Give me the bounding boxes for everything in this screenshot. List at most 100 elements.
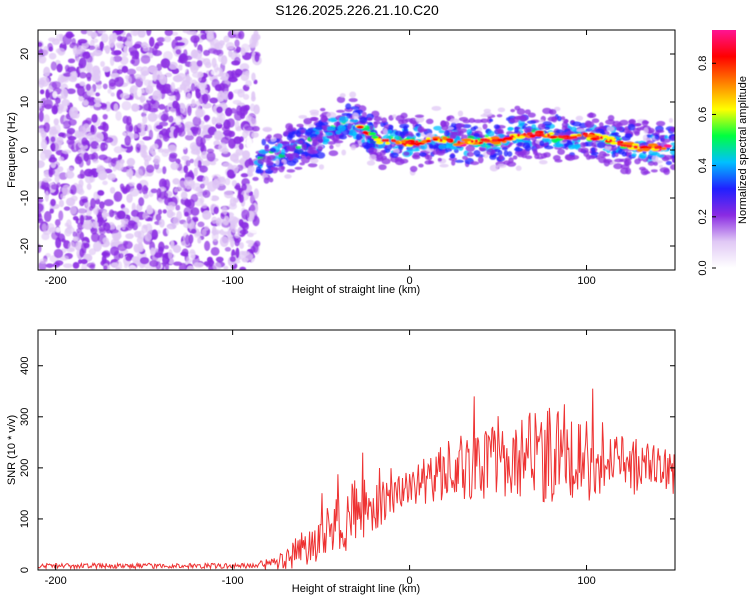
spectrogram-noise-cell — [166, 223, 177, 230]
spectrogram-noise-cell — [244, 252, 254, 261]
spectrogram-noise-cell — [42, 45, 49, 57]
spectrogram-signal-cell — [417, 126, 425, 133]
spectrogram-noise-cell — [108, 38, 115, 48]
spectrogram-noise-cell — [85, 83, 91, 91]
spectrogram-noise-cell — [193, 167, 198, 177]
spectrogram-noise-cell — [101, 251, 109, 256]
spectrogram-noise-cell — [82, 123, 91, 133]
spectrogram-signal-cell — [320, 121, 329, 126]
spectrogram-signal-cell — [320, 115, 328, 123]
spectrogram-noise-cell — [97, 189, 105, 196]
spectrogram-signal-cell — [373, 121, 378, 129]
spectrogram-noise-cell — [40, 76, 50, 87]
spectrogram-peak-cell — [610, 141, 618, 145]
spectrogram-noise-cell — [78, 72, 87, 79]
spectrogram-max-cell — [405, 140, 409, 145]
spectrogram-signal-cell — [670, 126, 675, 131]
spectrogram-signal-cell — [449, 153, 456, 159]
spectrogram-noise-cell — [246, 137, 253, 149]
spectrogram-noise-cell — [190, 35, 200, 44]
spectrogram-noise-cell — [54, 260, 64, 266]
spectrogram-signal-cell — [544, 126, 551, 130]
spectrogram-noise-cell — [211, 230, 220, 235]
spectrogram-noise-cell — [131, 209, 140, 218]
spectrogram-noise-cell — [51, 81, 62, 89]
spectrogram-noise-cell — [86, 183, 92, 190]
spectrogram-noise-cell — [183, 179, 189, 187]
spectrogram-peak-cell — [460, 138, 472, 142]
spectrogram-noise-cell — [52, 91, 58, 99]
spectrogram-peak-cell — [490, 136, 500, 140]
spectrogram-noise-cell — [100, 61, 105, 68]
spectrogram-signal-cell — [473, 150, 481, 157]
spectrogram-signal-cell — [642, 120, 650, 124]
spectrogram-signal-cell — [596, 141, 606, 149]
spectrogram-signal-cell — [574, 143, 581, 147]
spectrogram-noise-cell — [142, 184, 148, 195]
spectrogram-noise-cell — [98, 226, 106, 232]
spectrogram-noise-cell — [97, 125, 106, 130]
spectrogram-noise-cell — [199, 89, 209, 95]
spectrogram-noise-cell — [107, 88, 112, 94]
spectrogram-noise-cell — [127, 264, 137, 270]
spectrogram-noise-cell — [194, 231, 203, 237]
spectrogram-noise-cell — [147, 112, 158, 122]
spectrogram-signal-cell — [362, 111, 367, 118]
spectrogram-max-cell — [491, 138, 495, 142]
spectrogram-noise-cell — [94, 132, 104, 143]
spectrogram-noise-cell — [58, 210, 64, 221]
spectrogram-signal-cell — [347, 123, 352, 130]
spectrogram-noise-cell — [151, 229, 159, 240]
spectrogram-signal-cell — [571, 121, 582, 127]
spectrogram-signal-cell — [539, 140, 545, 147]
spectrogram-noise-cell — [151, 100, 160, 110]
spectrogram-xtick-label: 0 — [407, 275, 413, 287]
spectrogram-signal-cell — [617, 148, 625, 155]
spectrogram-max-cell — [439, 138, 443, 142]
spectrogram-signal-cell — [338, 134, 347, 140]
spectrogram-max-cell — [523, 132, 527, 136]
spectrogram-noise-cell — [133, 216, 140, 221]
spectrogram-signal-cell — [470, 161, 480, 166]
spectrogram-signal-cell — [513, 147, 523, 152]
spectrogram-signal-cell — [538, 160, 548, 165]
spectrogram-signal-cell — [590, 151, 599, 155]
spectrogram-signal-cell — [388, 124, 394, 130]
spectrogram-signal-cell — [403, 125, 408, 131]
spectrogram-signal-cell — [671, 155, 675, 159]
spectrogram-signal-cell — [483, 134, 490, 138]
spectrogram-noise-cell — [43, 210, 52, 222]
spectrogram-noise-cell — [64, 64, 70, 72]
spectrogram-noise-cell — [143, 103, 153, 111]
spectrogram-noise-cell — [81, 262, 88, 270]
spectrogram-noise-cell — [183, 206, 193, 216]
spectrogram-noise-cell — [127, 220, 136, 226]
spectrogram-noise-cell — [170, 81, 176, 93]
spectrogram-noise-cell — [82, 99, 89, 106]
spectrogram-signal-cell — [303, 117, 313, 125]
spectrogram-noise-cell — [151, 143, 159, 150]
spectrogram-noise-cell — [65, 197, 76, 207]
spectrogram-noise-cell — [229, 256, 236, 263]
spectrogram-noise-cell — [58, 199, 65, 208]
spectrogram-signal-cell — [522, 142, 531, 149]
spectrogram-noise-cell — [202, 160, 211, 167]
spectrogram-peak-cell — [368, 132, 377, 136]
spectrogram-noise-cell — [129, 188, 140, 197]
spectrogram-signal-cell — [269, 147, 277, 153]
spectrogram-noise-cell — [72, 215, 79, 221]
spectrogram-signal-cell — [275, 158, 280, 166]
spectrogram-noise-cell — [97, 211, 102, 217]
spectrogram-noise-cell — [150, 247, 156, 256]
spectrogram-signal-cell — [535, 152, 543, 157]
spectrogram-signal-cell — [489, 154, 497, 160]
spectrogram-noise-cell — [251, 72, 256, 82]
spectrogram-noise-cell — [142, 116, 148, 124]
spectrogram-noise-cell — [239, 63, 250, 71]
spectrogram-max-cell — [623, 144, 627, 148]
spectrogram-noise-cell — [120, 92, 130, 100]
spectrogram-noise-cell — [141, 70, 150, 76]
spectrogram-signal-cell — [310, 136, 319, 142]
spectrogram-max-cell — [596, 135, 600, 139]
spectrogram-signal-cell — [280, 148, 286, 156]
